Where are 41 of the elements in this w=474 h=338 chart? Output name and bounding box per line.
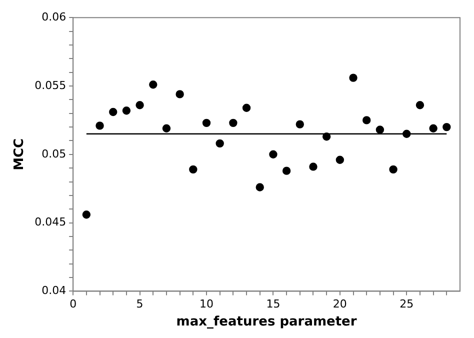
point <box>136 101 144 110</box>
x-tick-label: 0 <box>70 298 77 311</box>
point <box>336 156 344 164</box>
y-tick-label: 0.05 <box>42 147 66 160</box>
y-tick-label: 0.045 <box>34 216 66 229</box>
point <box>202 118 211 128</box>
x-tick-label: 15 <box>266 298 280 311</box>
point <box>256 183 264 192</box>
point <box>229 118 238 128</box>
point <box>362 116 371 124</box>
y-tick-label: 0.06 <box>42 10 66 24</box>
point <box>242 104 251 112</box>
y-tick-label: 0.04 <box>42 284 66 298</box>
point <box>296 120 304 128</box>
y-tick-label: 0.055 <box>34 78 66 92</box>
point <box>416 101 424 110</box>
point <box>429 124 438 133</box>
x-tick-label: 25 <box>400 298 414 311</box>
point <box>82 210 91 219</box>
point <box>309 162 318 171</box>
point <box>96 122 104 130</box>
point <box>442 122 451 132</box>
point <box>402 130 411 138</box>
x-axis-title: max_features parameter <box>176 314 358 330</box>
point <box>269 150 278 158</box>
x-tick-label: 10 <box>200 298 214 311</box>
point <box>376 126 384 134</box>
point <box>389 165 398 174</box>
point <box>109 108 118 116</box>
point <box>216 139 224 148</box>
point <box>162 124 171 133</box>
point <box>176 90 184 98</box>
point <box>282 166 291 175</box>
x-tick-label: 5 <box>136 298 144 311</box>
point <box>322 132 331 141</box>
y-axis-title: MCC <box>12 138 28 170</box>
point <box>149 80 158 89</box>
point <box>122 106 131 115</box>
point <box>349 74 358 82</box>
x-tick-label: 20 <box>332 298 347 311</box>
point <box>189 165 198 174</box>
